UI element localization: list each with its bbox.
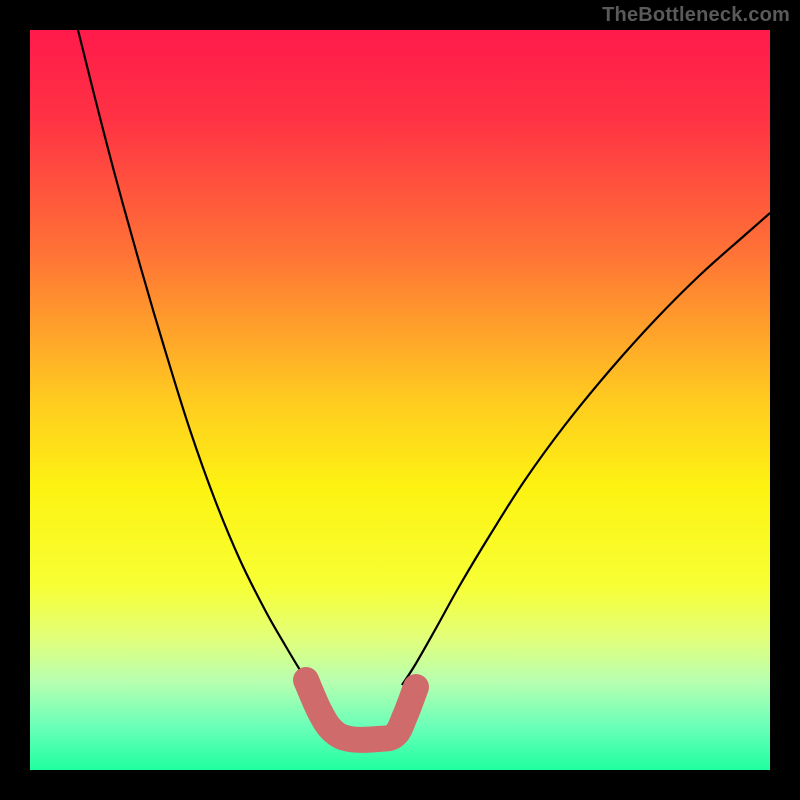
chart-background bbox=[30, 30, 770, 770]
watermark-text: TheBottleneck.com bbox=[602, 4, 790, 27]
chart-svg bbox=[0, 0, 800, 800]
chart-canvas bbox=[0, 0, 800, 800]
